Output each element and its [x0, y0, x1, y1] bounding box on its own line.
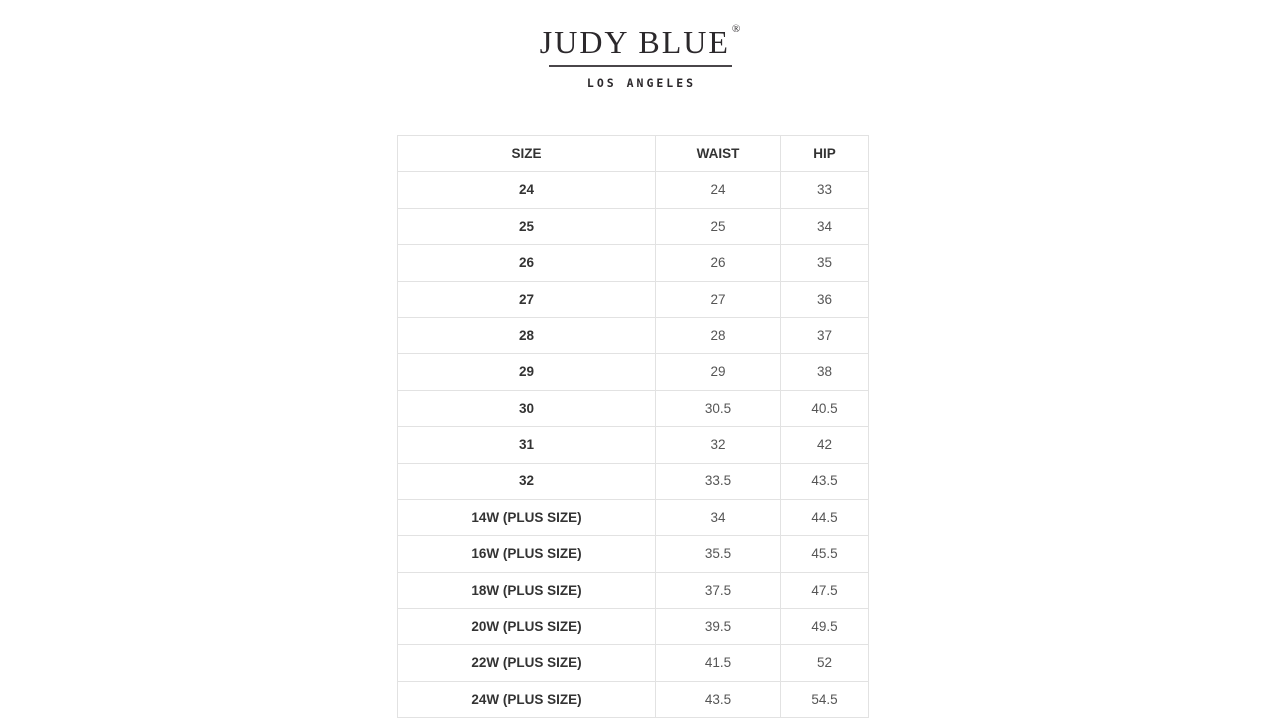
table-row: 32 33.5 43.5: [397, 462, 869, 500]
waist-cell: 33.5: [655, 462, 781, 500]
size-cell: 29: [397, 353, 656, 391]
hip-cell: 38: [780, 353, 869, 391]
hip-cell: 47.5: [780, 571, 869, 610]
table-row: 31 32 42: [397, 426, 869, 464]
waist-cell: 24: [655, 171, 781, 209]
size-cell: 22W (PLUS SIZE): [397, 644, 656, 682]
table-row: 16W (PLUS SIZE) 35.5 45.5: [397, 535, 869, 573]
table-row: 20W (PLUS SIZE) 39.5 49.5: [397, 608, 869, 646]
hip-cell: 45.5: [780, 535, 869, 573]
hip-cell: 33: [780, 171, 869, 209]
waist-column-header: WAIST: [655, 134, 781, 173]
waist-cell: 43.5: [655, 680, 781, 719]
size-chart-table: SIZE WAIST HIP 24 24 33 25 25 34 26 26 35 27 27 36 2…: [397, 134, 869, 719]
waist-cell: 35.5: [655, 535, 781, 573]
registered-trademark: ®: [731, 23, 741, 35]
size-cell: 14W (PLUS SIZE): [397, 498, 656, 537]
hip-cell: 54.5: [780, 680, 869, 719]
table-row: 22W (PLUS SIZE) 41.5 52: [397, 644, 869, 682]
size-cell: 26: [397, 244, 656, 282]
table-row: 29 29 38: [397, 353, 869, 391]
table-row: 25 25 34: [397, 207, 869, 246]
hip-cell: 44.5: [780, 498, 869, 537]
table-row: 26 26 35: [397, 244, 869, 282]
waist-cell: 30.5: [655, 389, 781, 428]
header-row: SIZE WAIST HIP: [397, 134, 869, 173]
hip-column-header: HIP: [780, 134, 869, 173]
size-cell: 24: [397, 171, 656, 209]
table-row: 27 27 36: [397, 280, 869, 318]
size-column-header: SIZE: [397, 134, 656, 173]
size-cell: 27: [397, 280, 656, 318]
brand-name-line: JUDY BLUE ®: [0, 23, 1280, 61]
hip-cell: 35: [780, 244, 869, 282]
table-row: 24W (PLUS SIZE) 43.5 54.5: [397, 680, 869, 719]
hip-cell: 36: [780, 280, 869, 318]
size-cell: 25: [397, 207, 656, 246]
size-cell: 30: [397, 389, 656, 428]
brand-name: JUDY BLUE: [539, 24, 730, 60]
waist-cell: 32: [655, 426, 781, 464]
waist-cell: 28: [655, 316, 781, 355]
waist-cell: 41.5: [655, 644, 781, 682]
brand-logo: JUDY BLUE ® LOS ANGELES: [0, 23, 1280, 90]
size-cell: 32: [397, 462, 656, 500]
hip-cell: 42: [780, 426, 869, 464]
size-cell: 16W (PLUS SIZE): [397, 535, 656, 573]
hip-cell: 43.5: [780, 462, 869, 500]
waist-cell: 29: [655, 353, 781, 391]
size-cell: 28: [397, 316, 656, 355]
waist-cell: 25: [655, 207, 781, 246]
size-cell: 20W (PLUS SIZE): [397, 608, 656, 646]
hip-cell: 40.5: [780, 389, 869, 428]
table-row: 18W (PLUS SIZE) 37.5 47.5: [397, 571, 869, 610]
hip-cell: 52: [780, 644, 869, 682]
size-cell: 24W (PLUS SIZE): [397, 680, 656, 719]
logo-divider: [548, 64, 732, 67]
table-row: 30 30.5 40.5: [397, 389, 869, 428]
waist-cell: 26: [655, 244, 781, 282]
table-row: 24 24 33: [397, 171, 869, 209]
waist-cell: 37.5: [655, 571, 781, 610]
waist-cell: 39.5: [655, 608, 781, 646]
waist-cell: 34: [655, 498, 781, 537]
table-row: 14W (PLUS SIZE) 34 44.5: [397, 498, 869, 537]
waist-cell: 27: [655, 280, 781, 318]
size-cell: 18W (PLUS SIZE): [397, 571, 656, 610]
hip-cell: 34: [780, 207, 869, 246]
hip-cell: 49.5: [780, 608, 869, 646]
hip-cell: 37: [780, 316, 869, 355]
size-cell: 31: [397, 426, 656, 464]
brand-subtitle: LOS ANGELES: [586, 75, 697, 90]
table-row: 28 28 37: [397, 316, 869, 355]
